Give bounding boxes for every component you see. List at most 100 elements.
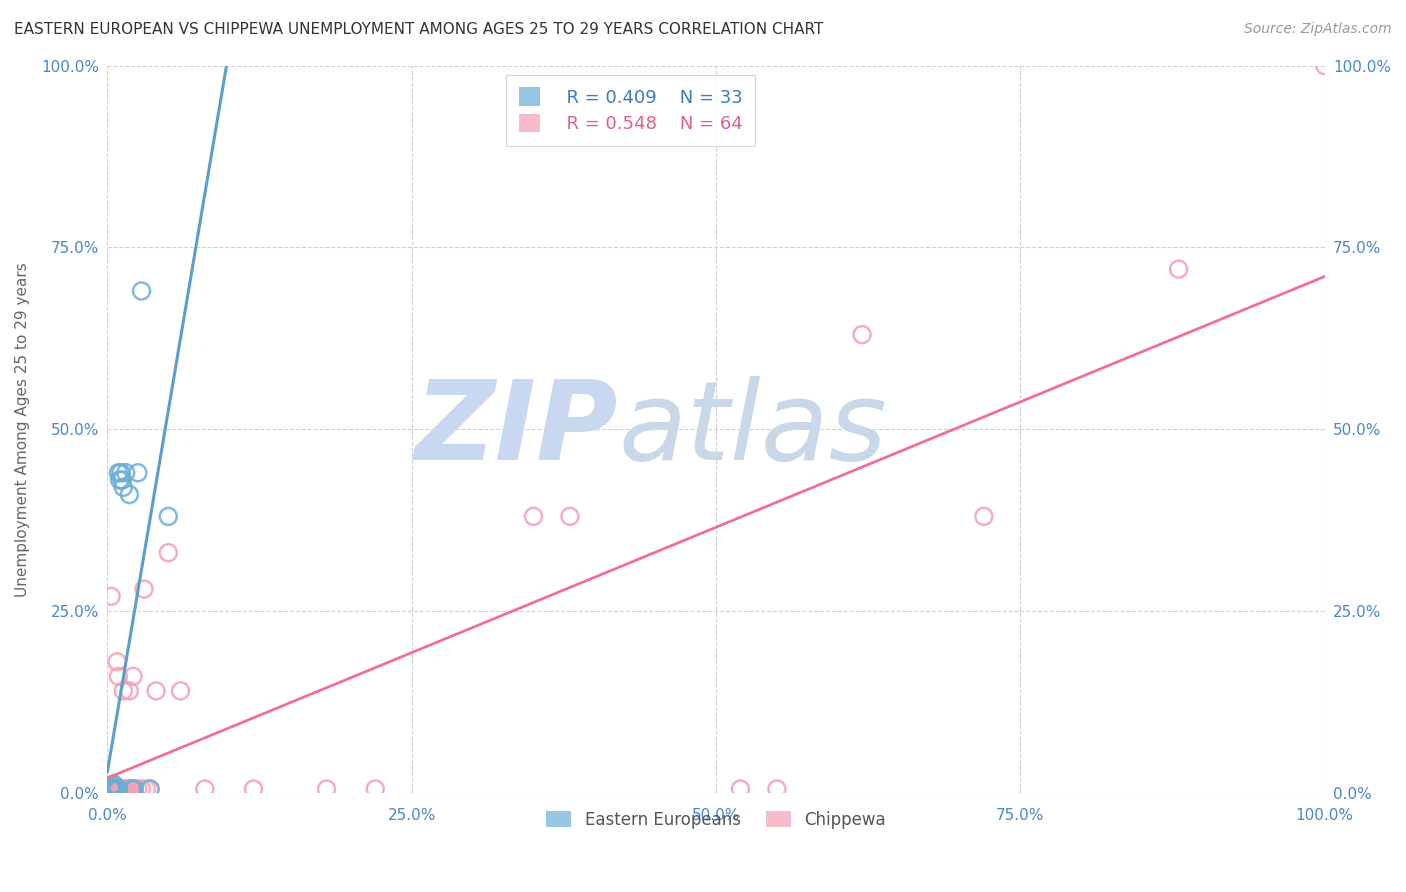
Point [131,782,153,797]
Point [107,466,129,480]
Point [101,782,124,797]
Point [194,782,217,797]
Y-axis label: Unemployment Among Ages 25 to 29 years: Unemployment Among Ages 25 to 29 years [15,261,30,597]
Point [105,655,128,669]
Point [107,669,129,683]
Point [121,782,143,797]
Point [108,782,131,797]
Point [127,782,149,797]
Point [112,684,135,698]
Point [107,782,129,797]
Point [103,782,125,797]
Point [364,782,387,797]
Point [139,782,162,797]
Point [121,782,143,797]
Point [111,782,134,797]
Point [104,782,127,797]
Point [103,782,125,797]
Point [112,782,135,797]
Point [157,509,180,524]
Point [730,782,752,797]
Point [120,782,142,797]
Point [973,509,995,524]
Point [104,782,127,797]
Point [111,782,134,797]
Point [522,509,544,524]
Point [104,782,127,797]
Point [1167,262,1189,277]
Point [103,782,125,797]
Point [111,473,134,487]
Point [132,582,155,596]
Point [100,781,122,796]
Point [103,782,125,797]
Point [107,782,129,797]
Point [118,684,141,698]
Point [103,778,125,792]
Point [108,782,131,797]
Point [104,782,127,797]
Point [103,777,125,791]
Point [108,782,131,797]
Point [115,782,138,797]
Point [315,782,337,797]
Point [107,782,129,797]
Point [104,782,127,797]
Point [100,782,122,797]
Point [157,546,180,560]
Point [103,782,125,797]
Point [135,782,157,797]
Point [101,782,124,797]
Point [104,782,127,797]
Point [101,782,124,797]
Point [101,781,124,796]
Point [114,782,136,797]
Point [122,782,145,797]
Point [101,780,124,794]
Point [100,780,122,795]
Point [104,782,127,797]
Point [104,782,127,797]
Point [104,782,127,797]
Point [101,782,124,797]
Point [131,284,153,298]
Point [118,487,141,501]
Point [103,782,125,797]
Point [122,669,145,683]
Point [766,782,789,797]
Point [169,684,191,698]
Point [114,466,136,480]
Point [105,782,128,797]
Point [107,782,129,797]
Point [100,590,122,604]
Point [242,782,264,797]
Point [110,782,132,797]
Point [110,782,132,797]
Text: EASTERN EUROPEAN VS CHIPPEWA UNEMPLOYMENT AMONG AGES 25 TO 29 YEARS CORRELATION : EASTERN EUROPEAN VS CHIPPEWA UNEMPLOYMEN… [14,22,824,37]
Point [1313,59,1336,73]
Point [117,782,139,797]
Point [558,509,581,524]
Point [103,782,125,797]
Point [127,466,149,480]
Point [98,782,121,797]
Point [112,480,135,494]
Point [139,782,162,797]
Point [104,782,127,797]
Point [114,782,136,797]
Point [104,782,127,797]
Point [105,782,128,797]
Point [108,473,131,487]
Text: ZIP: ZIP [415,376,619,483]
Text: atlas: atlas [619,376,887,483]
Point [107,782,129,797]
Point [100,782,122,797]
Point [110,466,132,480]
Point [122,782,145,797]
Point [105,782,128,797]
Point [103,782,125,797]
Point [105,782,128,797]
Text: Source: ZipAtlas.com: Source: ZipAtlas.com [1244,22,1392,37]
Point [104,782,127,797]
Point [145,684,167,698]
